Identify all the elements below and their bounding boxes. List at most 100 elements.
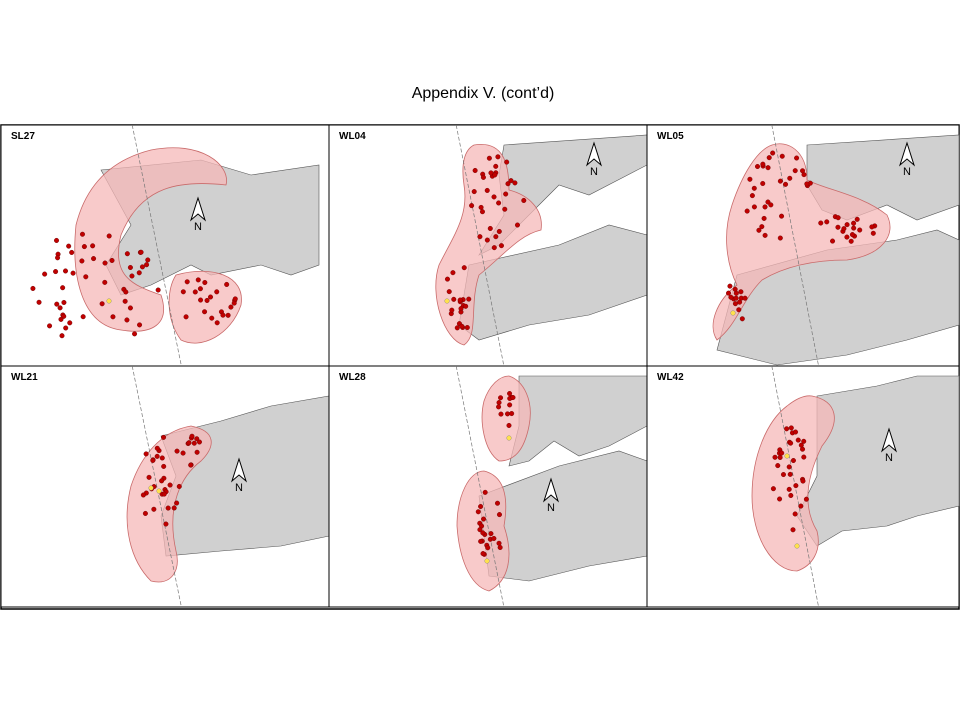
sighting-dot bbox=[463, 303, 469, 309]
sighting-dot bbox=[783, 181, 789, 187]
sighting-dot bbox=[228, 304, 234, 310]
sighting-dot bbox=[830, 238, 836, 244]
sighting-dot bbox=[491, 194, 497, 200]
sighting-dot bbox=[869, 224, 875, 230]
sighting-dot bbox=[787, 175, 793, 181]
sighting-dot bbox=[61, 299, 67, 305]
sighting-dot bbox=[466, 296, 472, 302]
sighting-dot bbox=[124, 251, 130, 257]
sighting-dot bbox=[493, 234, 499, 240]
north-label: N bbox=[194, 221, 202, 233]
sighting-dot bbox=[792, 168, 798, 174]
sighting-dot bbox=[787, 471, 793, 477]
sighting-dot bbox=[485, 545, 491, 551]
sighting-dot bbox=[159, 478, 165, 484]
sighting-dot bbox=[191, 440, 197, 446]
sighting-dot bbox=[59, 333, 65, 339]
sighting-dot bbox=[180, 289, 186, 295]
sighting-dot bbox=[777, 235, 783, 241]
sighting-dot bbox=[477, 234, 483, 240]
sighting-dot bbox=[81, 244, 87, 250]
sighting-dot bbox=[801, 454, 807, 460]
sighting-dot bbox=[496, 200, 502, 206]
sighting-dot bbox=[472, 167, 478, 173]
sighting-dot bbox=[106, 233, 112, 239]
sighting-dot bbox=[47, 323, 53, 329]
sighting-dot bbox=[762, 232, 768, 238]
sighting-dot bbox=[498, 243, 504, 249]
sighting-dot bbox=[851, 220, 857, 226]
sighting-dot bbox=[854, 216, 860, 222]
sighting-dot bbox=[194, 436, 200, 442]
sighting-dot bbox=[54, 301, 60, 307]
sighting-dot bbox=[739, 316, 745, 322]
sighting-dot bbox=[138, 249, 144, 255]
sighting-dot bbox=[220, 312, 226, 318]
sighting-dot bbox=[102, 260, 108, 266]
sighting-dot bbox=[79, 258, 85, 264]
sighting-dot bbox=[768, 202, 774, 208]
sighting-dot bbox=[496, 404, 502, 410]
sighting-dot bbox=[493, 163, 499, 169]
sighting-dot bbox=[504, 159, 510, 165]
sighting-dot bbox=[225, 312, 231, 318]
sighting-dot bbox=[145, 257, 151, 263]
sighting-dot bbox=[58, 316, 64, 322]
sighting-dot bbox=[800, 478, 806, 484]
sighting-dot bbox=[495, 154, 501, 160]
boundary-line bbox=[131, 365, 182, 608]
sighting-dot bbox=[57, 305, 63, 311]
sighting-dot bbox=[83, 274, 89, 280]
sighting-dot bbox=[481, 516, 487, 522]
sighting-dot bbox=[779, 213, 785, 219]
sighting-dot bbox=[790, 527, 796, 533]
sighting-dot bbox=[795, 437, 801, 443]
sighting-dot bbox=[136, 270, 142, 276]
sighting-dot bbox=[510, 395, 516, 401]
sighting-dot bbox=[457, 297, 463, 303]
sighting-dot bbox=[110, 314, 116, 320]
sighting-dot bbox=[176, 483, 182, 489]
sighting-dot bbox=[458, 306, 464, 312]
sighting-dot bbox=[755, 164, 761, 170]
sighting-dot bbox=[788, 440, 794, 446]
sighting-dot bbox=[444, 276, 450, 282]
sighting-dot bbox=[784, 426, 790, 432]
sighting-dot bbox=[749, 193, 755, 199]
sighting-dot bbox=[498, 395, 504, 401]
sighting-dot-yellow bbox=[506, 435, 512, 441]
sighting-dot bbox=[841, 226, 847, 232]
sighting-dot bbox=[151, 506, 157, 512]
sighting-dot bbox=[480, 530, 486, 536]
sighting-dot bbox=[90, 243, 96, 249]
sighting-dot bbox=[790, 458, 796, 464]
sighting-dot bbox=[509, 411, 515, 417]
sighting-dot bbox=[798, 503, 804, 509]
panel-label: WL42 bbox=[657, 372, 684, 383]
sighting-dot bbox=[63, 325, 69, 331]
sighting-dot bbox=[736, 307, 742, 313]
sighting-dot bbox=[738, 289, 744, 295]
north-label: N bbox=[590, 166, 598, 178]
sighting-dot bbox=[835, 224, 841, 230]
sighting-dot bbox=[497, 544, 503, 550]
sighting-dot bbox=[171, 505, 177, 511]
north-label: N bbox=[885, 452, 893, 464]
sighting-dot bbox=[844, 222, 850, 228]
sighting-dot bbox=[232, 296, 238, 302]
sighting-dot bbox=[209, 315, 215, 321]
sighting-dot-yellow bbox=[106, 298, 112, 304]
sighting-dot bbox=[507, 391, 513, 397]
sighting-dot bbox=[80, 314, 86, 320]
sighting-dot-yellow bbox=[444, 298, 450, 304]
boundary-line bbox=[131, 124, 182, 367]
sighting-dot bbox=[794, 155, 800, 161]
sighting-dot bbox=[102, 279, 108, 285]
sighting-dot bbox=[174, 448, 180, 454]
sighting-dot bbox=[751, 185, 757, 191]
north-label: N bbox=[547, 502, 555, 514]
boundary-line bbox=[455, 365, 505, 608]
sighting-dot bbox=[488, 170, 494, 176]
sighting-dot bbox=[464, 325, 470, 331]
